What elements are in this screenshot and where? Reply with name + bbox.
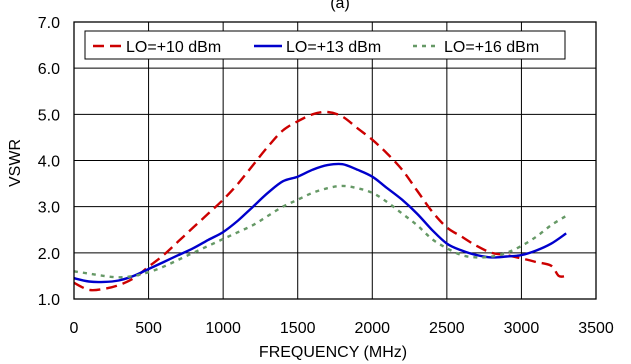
x-tick-label-4: 2000 — [354, 320, 390, 337]
y-tick-label-4: 5.0 — [38, 107, 60, 124]
y-tick-label-1: 2.0 — [38, 246, 60, 263]
series-line-1 — [73, 162, 567, 284]
legend-box — [84, 30, 566, 60]
x-tick-label-1: 500 — [135, 320, 162, 337]
legend-label-lo16: LO=+16 dBm — [444, 39, 539, 56]
x-tick-label-7: 3500 — [578, 320, 614, 337]
x-tick-label-0: 0 — [70, 320, 79, 337]
x-tick-label-5: 2500 — [429, 320, 465, 337]
series-lines — [73, 110, 567, 292]
legend-label-lo10: LO=+10 dBm — [126, 39, 221, 56]
x-tick-labels: 0 500 1000 1500 2000 2500 3000 3500 — [70, 320, 614, 337]
y-tick-label-5: 6.0 — [38, 61, 60, 78]
y-tick-label-3: 4.0 — [38, 154, 60, 171]
x-tick-label-3: 1500 — [280, 320, 316, 337]
y-tick-label-6: 7.0 — [38, 15, 60, 32]
series-line-0 — [73, 110, 567, 292]
chart-title-fragment: (a) — [330, 0, 350, 12]
y-tick-label-0: 1.0 — [38, 292, 60, 309]
y-tick-labels: 1.0 2.0 3.0 4.0 5.0 6.0 7.0 — [38, 15, 60, 309]
x-axis-title: FREQUENCY (MHz) — [259, 344, 407, 361]
x-tick-label-2: 1000 — [205, 320, 241, 337]
legend: LO=+10 dBm LO=+13 dBm LO=+16 dBm — [84, 30, 566, 60]
y-axis-title: VSWR — [7, 139, 24, 187]
series-line-2 — [73, 184, 567, 279]
plot-frame — [73, 21, 597, 300]
x-tick-label-6: 3000 — [504, 320, 540, 337]
legend-label-lo13: LO=+13 dBm — [286, 39, 381, 56]
y-tick-label-2: 3.0 — [38, 200, 60, 217]
